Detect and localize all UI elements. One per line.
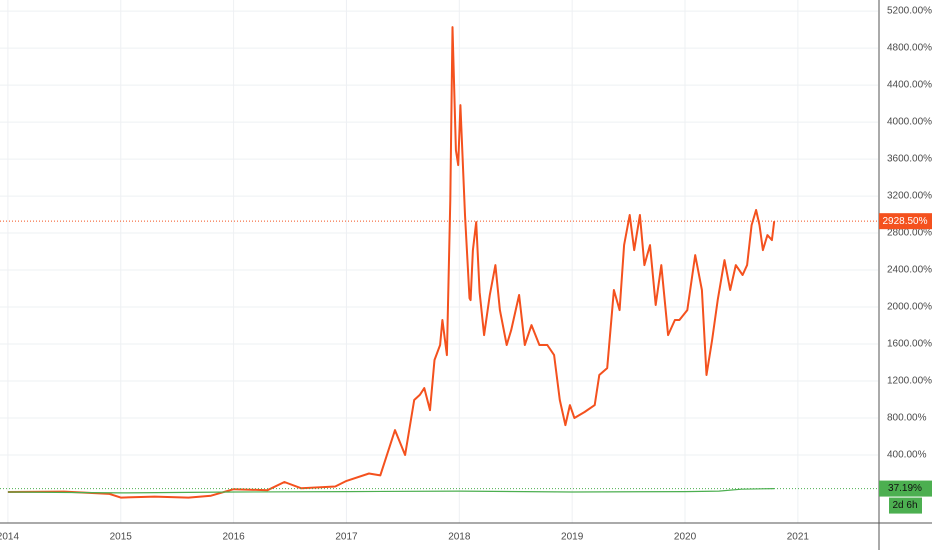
last-value-label: 2928.50%	[882, 216, 927, 227]
y-tick-label: 3200.00%	[887, 191, 932, 202]
last-value-label: 37.19%	[888, 483, 922, 494]
series-line	[7, 488, 775, 494]
y-tick-label: 2000.00%	[887, 302, 932, 313]
y-tick-label: 800.00%	[887, 413, 927, 424]
countdown-label: 2d 6h	[892, 500, 917, 511]
y-tick-label: 5200.00%	[887, 6, 932, 17]
y-tick-label: 3600.00%	[887, 154, 932, 165]
y-tick-label: 2800.00%	[887, 228, 932, 239]
last-value-box	[879, 213, 932, 230]
countdown-box	[889, 497, 922, 514]
x-tick-label: 2015	[110, 532, 133, 543]
y-tick-label: 400.00%	[887, 450, 927, 461]
last-value-box	[879, 480, 932, 497]
y-tick-label: 4000.00%	[887, 117, 932, 128]
x-tick-label: 2017	[335, 532, 358, 543]
x-tick-label: 2020	[674, 532, 697, 543]
y-tick-label: 1200.00%	[887, 376, 932, 387]
y-tick-label: 4800.00%	[887, 43, 932, 54]
y-tick-label: 4400.00%	[887, 80, 932, 91]
y-tick-label: 1600.00%	[887, 339, 932, 350]
x-tick-label: 2016	[222, 532, 245, 543]
x-tick-label: 2019	[561, 532, 584, 543]
series-line	[7, 26, 776, 499]
y-tick-label: 2400.00%	[887, 265, 932, 276]
x-tick-label: 2021	[787, 532, 810, 543]
x-tick-label: 2018	[448, 532, 471, 543]
x-tick-label: 2014	[0, 532, 19, 543]
